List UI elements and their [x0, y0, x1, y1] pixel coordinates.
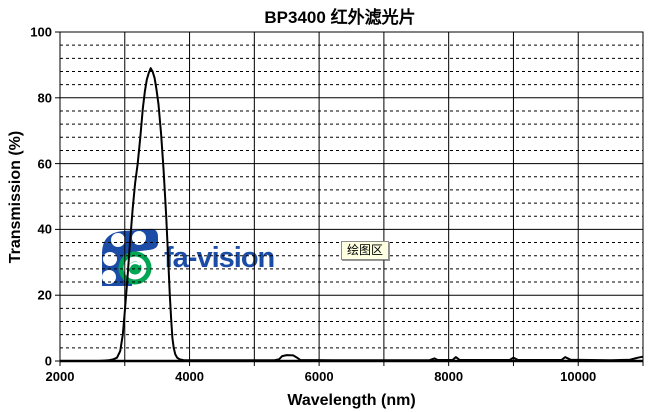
y-tick-label: 100	[30, 24, 52, 40]
y-tick-label: 80	[37, 90, 52, 106]
x-tick-label: 6000	[304, 369, 334, 384]
x-tick-label: 2000	[45, 369, 75, 384]
x-tick-label: 8000	[434, 369, 464, 384]
plot-area-tooltip: 绘图区	[341, 241, 390, 260]
x-tick-label: 4000	[175, 369, 205, 384]
y-tick-label: 40	[37, 221, 52, 237]
fa-vision-logo-text: fa-vision	[164, 242, 275, 274]
y-tick-label: 0	[44, 353, 52, 369]
y-tick-label: 20	[37, 287, 52, 303]
x-axis-title: Wavelength (nm)	[287, 392, 416, 409]
chart-title: BP3400 红外滤光片	[264, 8, 416, 27]
y-tick-label: 60	[37, 156, 52, 172]
x-tick-label: 10000	[560, 369, 597, 384]
transmission-curve	[60, 67, 644, 362]
